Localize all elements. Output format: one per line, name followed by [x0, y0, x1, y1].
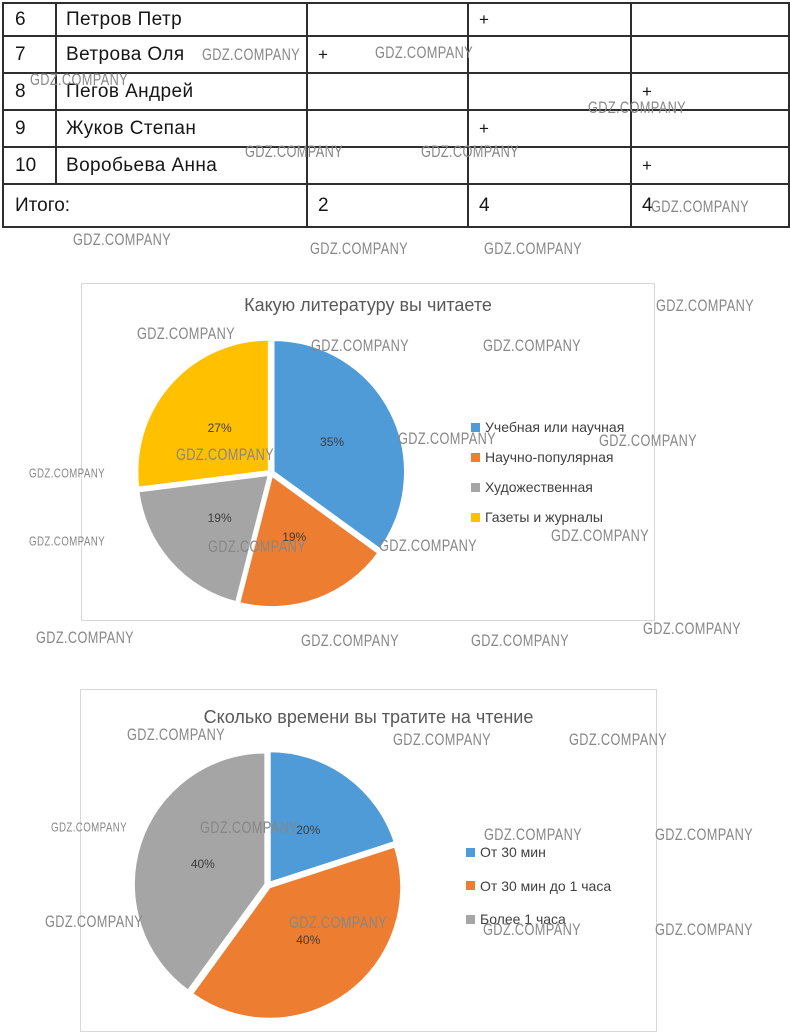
total-label-cell: Итого: [2, 183, 308, 228]
legend-item: Учебная или научная [471, 419, 624, 435]
pie-slice-3 [132, 750, 267, 993]
row-number-cell: 7 [2, 35, 57, 74]
table-row: 10 Воробьева Анна + [2, 146, 790, 185]
mark-cell [467, 72, 632, 111]
pie-value-label: 40% [296, 933, 321, 948]
name-cell: Петров Петр [55, 2, 308, 37]
legend-swatch [466, 847, 475, 857]
watermark: GDZ.COMPANY [72, 230, 172, 249]
pie-value-label: 27% [207, 420, 232, 435]
legend-label: Учебная или научная [485, 419, 625, 435]
name-cell: Жуков Степан [55, 109, 308, 148]
row-number-cell: 9 [2, 109, 57, 148]
pie-value-label: 40% [190, 856, 215, 871]
name-cell: Ветрова Оля [55, 35, 308, 74]
legend-label: Художественная [485, 479, 593, 495]
legend-item: Более 1 часа [466, 911, 566, 927]
table-row: 9 Жуков Степан + [2, 109, 790, 148]
row-number-cell: 10 [2, 146, 57, 185]
mark-cell [630, 35, 790, 74]
legend-swatch [471, 452, 480, 462]
pie-value-label: 20% [296, 822, 321, 837]
mark-cell: + [306, 35, 469, 74]
pie-slice-1 [268, 749, 397, 885]
legend-label: От 30 мин до 1 часа [480, 877, 612, 894]
mark-cell [630, 109, 790, 148]
legend-label: От 30 мин [480, 844, 546, 860]
pie-literature [135, 338, 407, 609]
mark-cell [306, 72, 469, 111]
pie-value-label: 19% [207, 511, 232, 526]
legend-item: Газеты и журналы [471, 509, 603, 525]
name-cell: Пегов Андрей [55, 72, 308, 111]
pie-slice-3 [136, 473, 271, 604]
watermark: GDZ.COMPANY [655, 296, 755, 315]
survey-table: 6 Петров Петр +7 Ветрова Оля +8 Пегов Андрей +… [2, 2, 790, 228]
chart-literature: Какую литературу вы читаете 35% 19% 19% 27%… [81, 283, 655, 621]
chart-reading-time-title: Сколько времени вы тратите на чтение [203, 707, 534, 727]
table-row: 8 Пегов Андрей + [2, 72, 790, 111]
mark-cell [306, 2, 469, 37]
row-number-cell: 6 [2, 2, 57, 37]
mark-cell [630, 2, 790, 37]
watermark: GDZ.COMPANY [483, 239, 583, 258]
legend-label: Более 1 часа [480, 911, 566, 927]
mark-cell: + [467, 2, 632, 37]
row-number-cell: 8 [2, 72, 57, 111]
watermark: GDZ.COMPANY [35, 628, 135, 647]
legend-swatch [471, 512, 480, 522]
watermark: GDZ.COMPANY [654, 920, 754, 939]
mark-cell: + [467, 109, 632, 148]
name-cell: Воробьева Анна [55, 146, 308, 185]
watermark: GDZ.COMPANY [642, 619, 742, 638]
pie-value-label: 35% [320, 434, 345, 449]
table-row: 7 Ветрова Оля + [2, 35, 790, 74]
legend-swatch [471, 422, 480, 432]
chart-literature-title: Какую литературу вы читаете [244, 295, 492, 315]
legend-swatch [466, 914, 475, 924]
pie-slice-2 [190, 844, 403, 1021]
mark-cell [467, 146, 632, 185]
mark-cell [467, 35, 632, 74]
total-value-cell: 4 [467, 183, 632, 228]
pie-slice-1 [271, 338, 407, 551]
legend-item: Научно-популярная [471, 449, 614, 465]
legend-label: Научно-популярная [485, 449, 614, 465]
legend-item: От 30 мин [466, 844, 546, 860]
watermark: GDZ.COMPANY [470, 631, 570, 650]
pie-slice-4 [135, 338, 271, 490]
legend-swatch [471, 482, 480, 492]
survey-table-body: 6 Петров Петр +7 Ветрова Оля +8 Пегов Андрей +… [2, 2, 790, 228]
table-row: 6 Петров Петр + [2, 2, 790, 37]
total-value-cell: 4 [630, 183, 790, 228]
legend-swatch [466, 881, 475, 890]
legend-item: От 30 мин до 1 часа [466, 878, 611, 894]
watermark: GDZ.COMPANY [309, 239, 409, 258]
legend-label: Газеты и журналы [485, 509, 603, 525]
mark-cell [306, 109, 469, 148]
pie-value-label: 19% [282, 530, 307, 545]
mark-cell: + [630, 146, 790, 185]
watermark: GDZ.COMPANY [300, 631, 400, 650]
pie-reading-time [132, 749, 403, 1021]
mark-cell [306, 146, 469, 185]
chart-reading-time: Сколько времени вы тратите на чтение 20%… [80, 689, 657, 1032]
mark-cell: + [630, 72, 790, 111]
legend-item: Художественная [471, 479, 593, 495]
pie-slice-2 [237, 474, 380, 609]
watermark: GDZ.COMPANY [654, 825, 754, 844]
total-value-cell: 2 [306, 183, 469, 228]
totals-row: Итого: 2 4 4 [2, 183, 790, 228]
